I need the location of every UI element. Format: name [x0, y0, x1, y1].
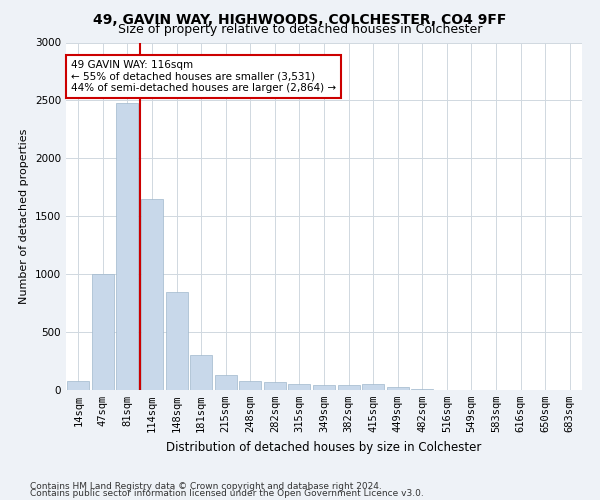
- Text: Contains public sector information licensed under the Open Government Licence v3: Contains public sector information licen…: [30, 490, 424, 498]
- Bar: [116, 104, 139, 390]
- Text: Contains HM Land Registry data © Crown copyright and database right 2024.: Contains HM Land Registry data © Crown c…: [30, 482, 382, 491]
- Bar: [386, 386, 409, 390]
- Bar: [313, 385, 335, 390]
- Bar: [239, 382, 262, 390]
- Bar: [362, 384, 384, 390]
- Text: Size of property relative to detached houses in Colchester: Size of property relative to detached ho…: [118, 22, 482, 36]
- Bar: [67, 382, 89, 390]
- Bar: [92, 274, 114, 390]
- Bar: [190, 355, 212, 390]
- Bar: [289, 384, 310, 390]
- Bar: [338, 386, 359, 390]
- Y-axis label: Number of detached properties: Number of detached properties: [19, 128, 29, 304]
- Bar: [215, 375, 237, 390]
- Text: 49, GAVIN WAY, HIGHWOODS, COLCHESTER, CO4 9FF: 49, GAVIN WAY, HIGHWOODS, COLCHESTER, CO…: [94, 12, 506, 26]
- X-axis label: Distribution of detached houses by size in Colchester: Distribution of detached houses by size …: [166, 440, 482, 454]
- Text: 49 GAVIN WAY: 116sqm
← 55% of detached houses are smaller (3,531)
44% of semi-de: 49 GAVIN WAY: 116sqm ← 55% of detached h…: [71, 60, 336, 93]
- Bar: [141, 199, 163, 390]
- Bar: [264, 382, 286, 390]
- Bar: [166, 292, 188, 390]
